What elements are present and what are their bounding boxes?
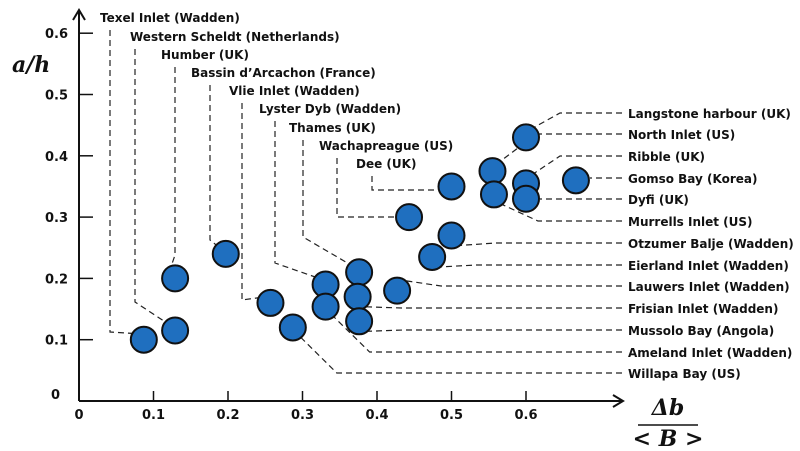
data-point [437,172,466,201]
y-tick-label: 0 [51,388,60,403]
y-axis-label: a/h [12,52,50,78]
data-point [161,264,190,293]
point-label: Murrells Inlet (US) [628,215,753,229]
x-tick-label: 0.1 [142,408,165,423]
y-tick-label: 0.4 [45,150,68,165]
leader-line [501,203,622,222]
point-label: Willapa Bay (US) [628,367,741,381]
point-label: Gomso Bay (Korea) [628,172,758,186]
leader-line [274,121,320,280]
point-label: Dee (UK) [356,157,416,171]
point-label: Humber (UK) [161,48,249,62]
x-tick-label: 0.4 [365,408,388,423]
point-label: Bassin d’Arcachon (France) [191,66,376,80]
leader-line [209,85,221,249]
point-label: Langstone harbour (UK) [628,107,791,121]
leader-line [367,329,622,332]
x-tick-label: 0 [74,408,83,423]
point-label: Vlie Inlet (Wadden) [229,84,360,98]
leader-line [302,140,354,267]
x-tick-label: 0.3 [291,408,314,423]
data-point [395,203,424,232]
point-label: North Inlet (US) [628,128,735,142]
point-label: Thames (UK) [289,121,376,135]
x-axis-arrow [612,394,625,408]
point-label: Eierland Inlet (Wadden) [628,259,789,273]
leader-line [533,112,622,128]
data-point [161,316,190,345]
point-label: Texel Inlet (Wadden) [100,11,240,25]
point-label: Ameland Inlet (Wadden) [628,346,792,360]
leader-line [241,103,265,301]
leader-line [440,264,622,268]
data-point [343,282,372,311]
leader-line [300,337,622,374]
point-label: Lyster Dyb (Wadden) [259,102,401,116]
ticks: 0 0.1 0.2 0.3 0.4 0.5 0.6 0 0.1 0.2 0.3 0.4 0.5 0.6 [45,27,538,423]
leader-line [405,280,622,287]
leader-line [459,242,622,247]
x-axis-label-denominator: < B > [633,426,704,451]
y-axis-arrow [72,8,86,21]
data-point [256,288,285,317]
leader-line [168,67,176,273]
leader-line [333,316,622,353]
data-point [479,180,508,209]
y-tick-label: 0.1 [45,334,68,349]
point-labels: Texel Inlet (Wadden) Western Scheldt (Net… [100,11,794,381]
point-label: Otzumer Balje (Wadden) [628,237,794,251]
data-point [418,242,447,271]
point-label: Dyfi (UK) [628,193,689,207]
data-point [512,123,540,152]
point-label: Mussolo Bay (Angola) [628,324,774,338]
x-tick-label: 0.6 [514,408,537,423]
data-point [437,221,466,250]
data-point [278,313,307,342]
point-label: Western Scheldt (Netherlands) [130,30,340,44]
data-point [561,166,590,195]
y-tick-label: 0.2 [45,272,68,287]
point-label: Wachapreague (US) [319,139,453,153]
data-point [383,276,412,305]
data-point [345,307,374,336]
data-point [129,325,158,354]
leader-line [109,30,138,335]
point-label: Ribble (UK) [628,150,705,164]
leader-line [365,306,622,309]
point-label: Frisian Inlet (Wadden) [628,302,778,316]
point-label: Lauwers Inlet (Wadden) [628,280,790,294]
x-tick-label: 0.5 [440,408,463,423]
data-point [345,258,374,287]
y-tick-label: 0.6 [45,27,68,42]
data-point [512,184,540,213]
data-point [211,239,240,268]
x-tick-label: 0.2 [216,408,239,423]
axes [72,8,625,408]
x-axis-label-numerator: Δb [651,395,684,421]
data-point [478,157,507,186]
leader-line [134,49,170,326]
y-tick-label: 0.5 [45,89,68,104]
leader-line [533,155,622,174]
leader-line [371,176,438,191]
data-points [129,123,590,354]
y-tick-label: 0.3 [45,211,68,226]
data-point [311,292,340,321]
leader-lines [109,30,622,374]
